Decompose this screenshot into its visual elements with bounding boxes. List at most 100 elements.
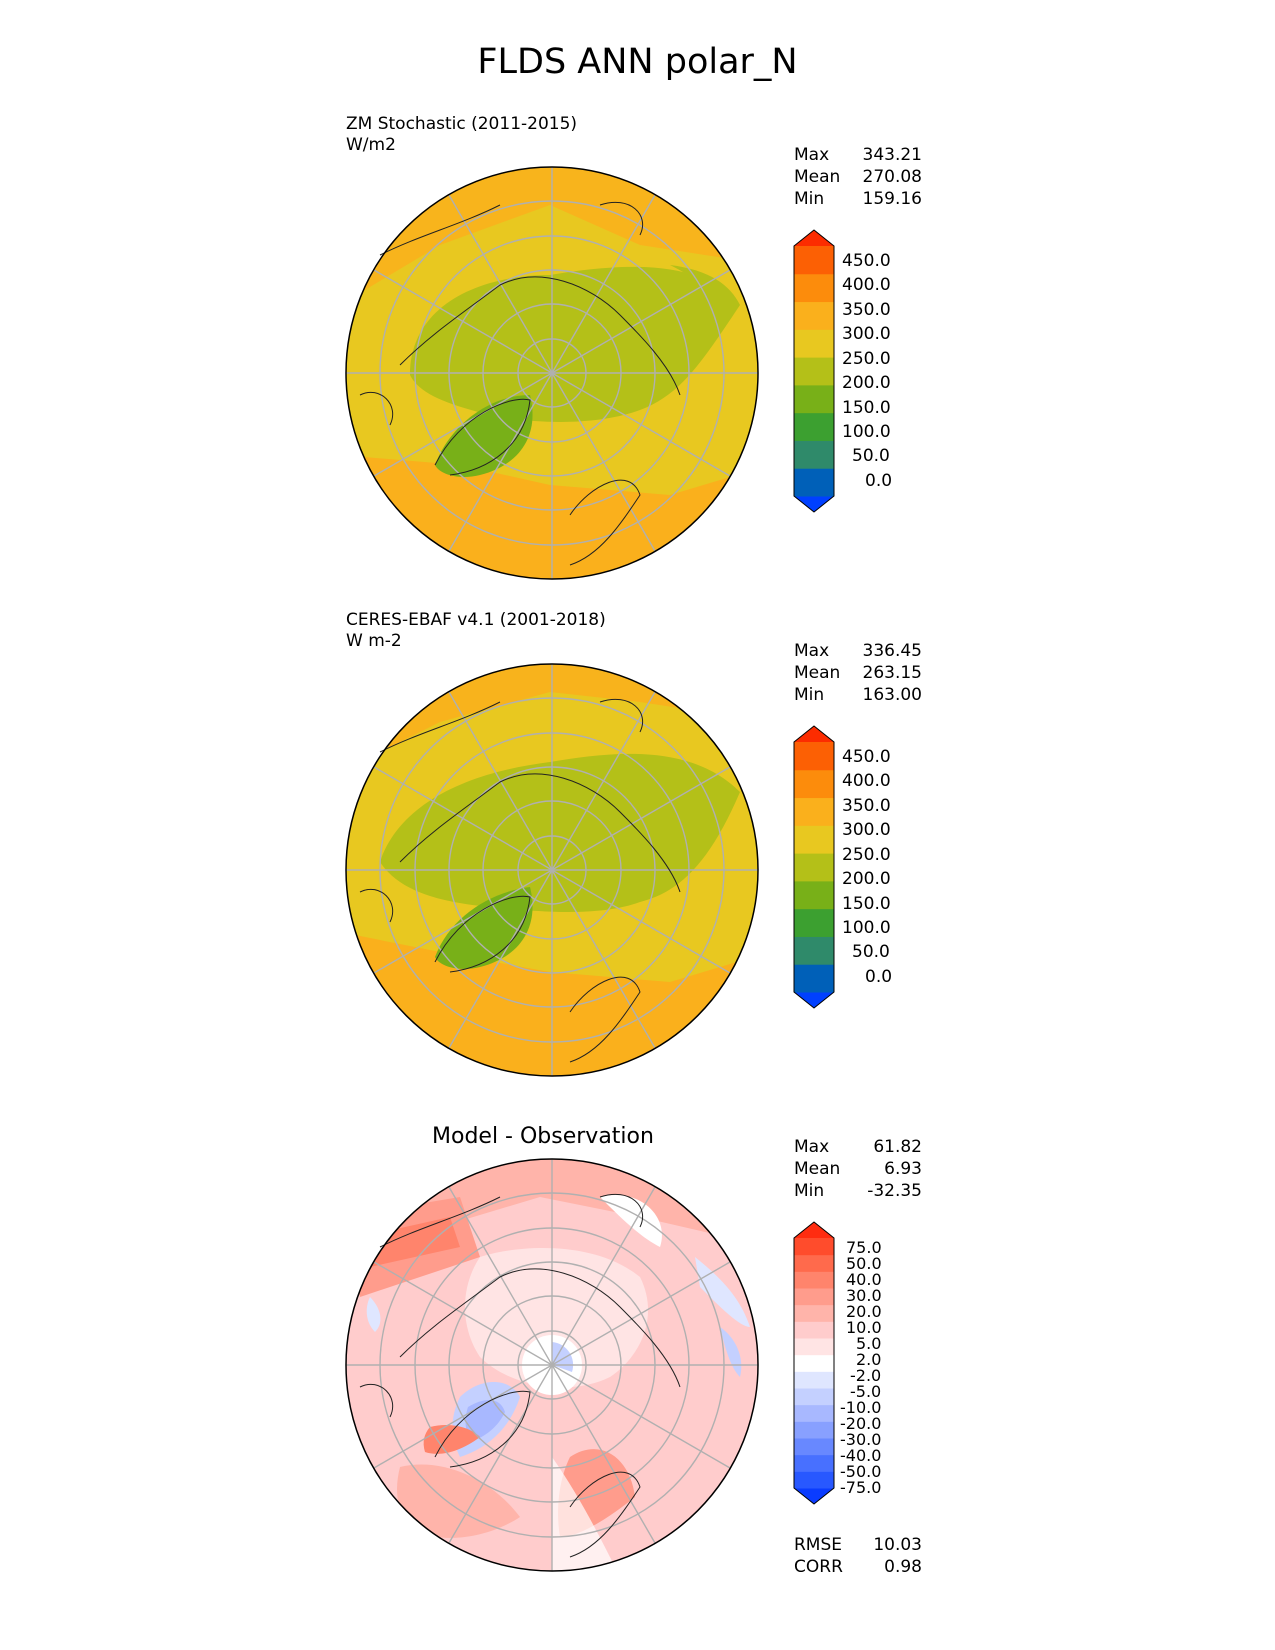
colorbar-segment bbox=[794, 1438, 834, 1456]
panel3-stat-corr: CORR 0.98 bbox=[794, 1557, 922, 1577]
colorbar-segment bbox=[794, 1354, 834, 1372]
colorbar-segment bbox=[794, 1371, 834, 1389]
colorbar-segment bbox=[794, 853, 834, 882]
panel1-tick-label: 50.0 bbox=[852, 446, 890, 466]
panel1-coastlines bbox=[359, 201, 681, 566]
panel2-stat-max: Max 336.45 bbox=[794, 641, 922, 661]
panel2-coastlines bbox=[359, 698, 681, 1063]
colorbar-segment bbox=[794, 1288, 834, 1306]
panel3-tick-label: 5.0 bbox=[856, 1334, 882, 1353]
colorbar-max-extend bbox=[794, 1222, 834, 1238]
panel1-gridlines bbox=[346, 167, 758, 579]
panel2-stat-mean: Mean 263.15 bbox=[794, 663, 922, 683]
panel3-tick-label: 30.0 bbox=[846, 1286, 882, 1305]
panel2-tick-label: 400.0 bbox=[842, 771, 891, 791]
panel2-stat-min: Min 163.00 bbox=[794, 685, 922, 705]
panel2-stats: Max 336.45 Mean 263.15 Min 163.00 bbox=[794, 640, 922, 706]
panel2-tick-label: 350.0 bbox=[842, 796, 891, 816]
panel2-tick-label: 150.0 bbox=[842, 894, 891, 914]
colorbar-segment bbox=[794, 1271, 834, 1289]
panel2-tick-label: 0.0 bbox=[865, 967, 893, 987]
colorbar-segment bbox=[794, 1254, 834, 1272]
panel1-colorbar bbox=[793, 229, 835, 513]
panel2-tick-label: 450.0 bbox=[842, 747, 891, 767]
panel3-gridlines bbox=[346, 1159, 758, 1571]
panel3-colorbar bbox=[793, 1221, 835, 1505]
panel3-stat-max: Max 61.82 bbox=[794, 1137, 922, 1157]
colorbar-segment bbox=[794, 440, 834, 469]
panel2-obs-name: CERES-EBAF v4.1 (2001-2018) bbox=[346, 610, 606, 630]
panel3-tick-label: 75.0 bbox=[846, 1238, 882, 1257]
colorbar-segment bbox=[794, 1454, 834, 1472]
panel1-tick-label: 400.0 bbox=[842, 275, 891, 295]
colorbar-min-extend bbox=[794, 992, 834, 1008]
panel1-tick-label: 100.0 bbox=[842, 422, 891, 442]
panel1-units: W/m2 bbox=[346, 135, 396, 155]
colorbar-segment bbox=[794, 273, 834, 303]
panel3-tick-label: 20.0 bbox=[846, 1302, 882, 1321]
colorbar-segment bbox=[794, 246, 834, 275]
panel1-title: ZM Stochastic (2011-2015) W/m2 bbox=[346, 114, 577, 156]
colorbar-segment bbox=[794, 1238, 834, 1256]
panel2-polar-map bbox=[345, 663, 759, 1077]
colorbar-segment bbox=[794, 412, 834, 441]
colorbar-segment bbox=[794, 301, 834, 330]
colorbar-segment bbox=[794, 908, 834, 937]
figure-title: FLDS ANN polar_N bbox=[477, 42, 798, 82]
panel2-units: W m-2 bbox=[346, 631, 402, 651]
colorbar-segment bbox=[794, 825, 834, 854]
colorbar-segment bbox=[794, 357, 834, 386]
panel3-bottom-stats: RMSE 10.03 CORR 0.98 bbox=[794, 1534, 922, 1578]
panel1-stats: Max 343.21 Mean 270.08 Min 159.16 bbox=[794, 144, 922, 210]
colorbar-segment bbox=[794, 1338, 834, 1356]
colorbar-segment bbox=[794, 1471, 834, 1489]
panel3-tick-label: -40.0 bbox=[840, 1446, 882, 1465]
colorbar-segment bbox=[794, 769, 834, 799]
colorbar-outline bbox=[793, 1221, 835, 1505]
panel3-tick-label: -30.0 bbox=[840, 1430, 882, 1449]
colorbar-segment bbox=[794, 797, 834, 826]
panel2-tick-label: 300.0 bbox=[842, 820, 891, 840]
panel3-stat-mean: Mean 6.93 bbox=[794, 1159, 922, 1179]
panel2-tick-label: 100.0 bbox=[842, 918, 891, 938]
panel1-stat-max: Max 343.21 bbox=[794, 145, 922, 165]
panel3-stat-min: Min -32.35 bbox=[794, 1181, 922, 1201]
colorbar-segment bbox=[794, 880, 834, 910]
panel3-tick-label: 50.0 bbox=[846, 1254, 882, 1273]
panel3-title: Model - Observation bbox=[432, 1124, 654, 1149]
colorbar-segment bbox=[794, 468, 834, 497]
colorbar-segment bbox=[794, 742, 834, 771]
panel3-tick-label: 2.0 bbox=[856, 1350, 882, 1369]
panel1-tick-label: 250.0 bbox=[842, 349, 891, 369]
colorbar-segment bbox=[794, 1388, 834, 1406]
panel1-stat-mean: Mean 270.08 bbox=[794, 167, 922, 187]
panel1-stat-min: Min 159.16 bbox=[794, 189, 922, 209]
panel1-tick-label: 350.0 bbox=[842, 300, 891, 320]
panel1-tick-label: 150.0 bbox=[842, 398, 891, 418]
panel1-tick-label: 450.0 bbox=[842, 251, 891, 271]
colorbar-segment bbox=[794, 1304, 834, 1322]
colorbar-segment bbox=[794, 1321, 834, 1339]
panel3-tick-label: -2.0 bbox=[850, 1366, 882, 1385]
colorbar-segment bbox=[794, 329, 834, 358]
panel3-tick-label: 40.0 bbox=[846, 1270, 882, 1289]
panel3-polar-map bbox=[345, 1158, 759, 1572]
panel2-tick-label: 250.0 bbox=[842, 845, 891, 865]
colorbar-segment bbox=[794, 936, 834, 965]
panel3-stats: Max 61.82 Mean 6.93 Min -32.35 bbox=[794, 1136, 922, 1202]
panel1-tick-label: 0.0 bbox=[865, 471, 893, 491]
panel3-tick-label: -5.0 bbox=[850, 1382, 882, 1401]
panel1-polar-map bbox=[345, 166, 759, 580]
panel1-tick-label: 200.0 bbox=[842, 373, 891, 393]
panel2-tick-label: 50.0 bbox=[852, 942, 890, 962]
colorbar-min-extend bbox=[794, 1488, 834, 1504]
panel1-model-name: ZM Stochastic (2011-2015) bbox=[346, 114, 578, 134]
panel1-tick-label: 300.0 bbox=[842, 324, 891, 344]
colorbar-max-extend bbox=[794, 230, 834, 246]
colorbar-segment bbox=[794, 1404, 834, 1422]
colorbar-max-extend bbox=[794, 726, 834, 742]
panel3-tick-label: -50.0 bbox=[840, 1462, 882, 1481]
colorbar-segment bbox=[794, 964, 834, 993]
panel3-coastlines bbox=[359, 1193, 681, 1558]
colorbar-segment bbox=[794, 1421, 834, 1439]
